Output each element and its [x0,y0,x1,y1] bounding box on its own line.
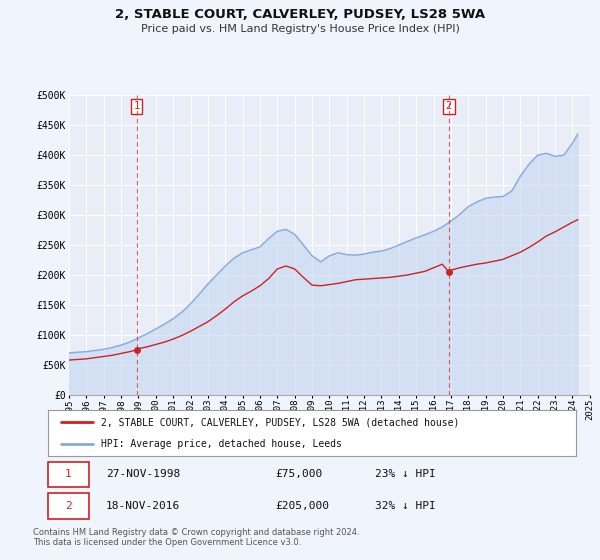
Point [132,346,142,354]
Point [444,268,454,277]
Text: 2: 2 [446,101,452,111]
Text: 27-NOV-1998: 27-NOV-1998 [106,469,181,479]
Text: 32% ↓ HPI: 32% ↓ HPI [376,501,436,511]
Text: 1: 1 [65,469,72,479]
Text: 2: 2 [65,501,72,511]
Text: £205,000: £205,000 [275,501,329,511]
Text: HPI: Average price, detached house, Leeds: HPI: Average price, detached house, Leed… [101,439,341,449]
Text: 2, STABLE COURT, CALVERLEY, PUDSEY, LS28 5WA (detached house): 2, STABLE COURT, CALVERLEY, PUDSEY, LS28… [101,417,459,427]
Text: £75,000: £75,000 [275,469,322,479]
Text: 2, STABLE COURT, CALVERLEY, PUDSEY, LS28 5WA: 2, STABLE COURT, CALVERLEY, PUDSEY, LS28… [115,8,485,21]
FancyBboxPatch shape [48,461,89,487]
Text: Price paid vs. HM Land Registry's House Price Index (HPI): Price paid vs. HM Land Registry's House … [140,24,460,34]
FancyBboxPatch shape [48,493,89,519]
Text: 18-NOV-2016: 18-NOV-2016 [106,501,181,511]
Text: 1: 1 [134,101,140,111]
Text: Contains HM Land Registry data © Crown copyright and database right 2024.
This d: Contains HM Land Registry data © Crown c… [33,528,359,547]
Text: 23% ↓ HPI: 23% ↓ HPI [376,469,436,479]
